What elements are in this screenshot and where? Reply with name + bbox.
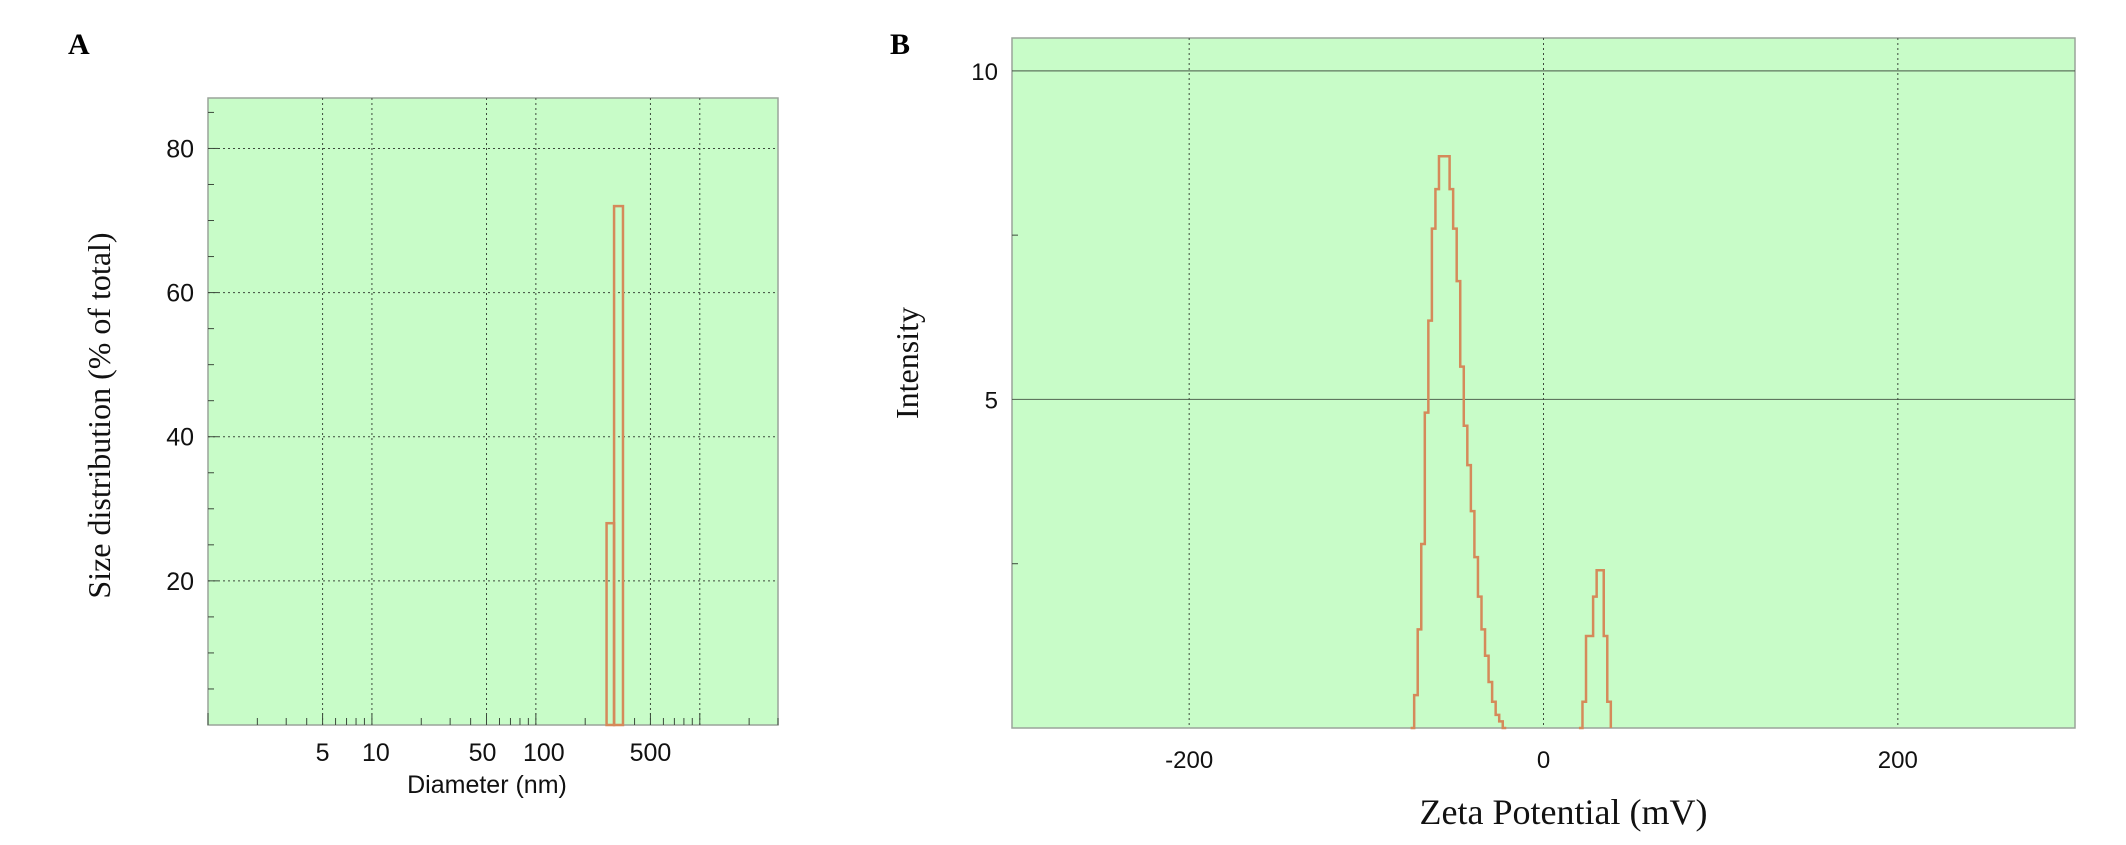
panel-b-letter: B — [890, 28, 911, 61]
x-tick-label-b: 200 — [1878, 747, 1918, 774]
y-tick-label-a: 80 — [166, 135, 194, 163]
x-axis-label-b: Zeta Potential (mV) — [1420, 792, 1708, 832]
panel-b-chart: 5 10 -200 0 200 Zeta Potential (mV) Intensity — [889, 37, 2076, 832]
zeta-series-line — [1410, 155, 1613, 730]
y-tick-label-b: 5 — [985, 387, 998, 414]
x-tick-label-b: 0 — [1537, 747, 1550, 774]
y-tick-label-a: 60 — [166, 280, 194, 308]
x-axis-label-a: Diameter (nm) — [407, 771, 567, 799]
panel-a-letter: A — [68, 28, 90, 61]
y-axis-label-b: Intensity — [889, 307, 925, 419]
x-tick-label-a: 50 — [469, 739, 497, 767]
bar-a — [612, 204, 625, 727]
x-tick-label-a: 500 — [630, 739, 672, 767]
x-tick-label-a: 100 — [523, 739, 565, 767]
x-tick-label-b: -200 — [1165, 747, 1213, 774]
y-tick-label-a: 20 — [166, 568, 194, 596]
panel-a-chart: 20 40 60 80 5 10 50 100 500 Diameter (nm) Size dis… — [81, 97, 779, 799]
x-tick-label-a: 10 — [362, 739, 390, 767]
y-axis-label-a: Size distribution (% of total) — [81, 232, 117, 598]
y-tick-label-a: 40 — [166, 424, 194, 452]
y-tick-label-b: 10 — [971, 59, 998, 86]
plot-area-a — [207, 97, 779, 726]
x-tick-label-a: 5 — [316, 739, 330, 767]
